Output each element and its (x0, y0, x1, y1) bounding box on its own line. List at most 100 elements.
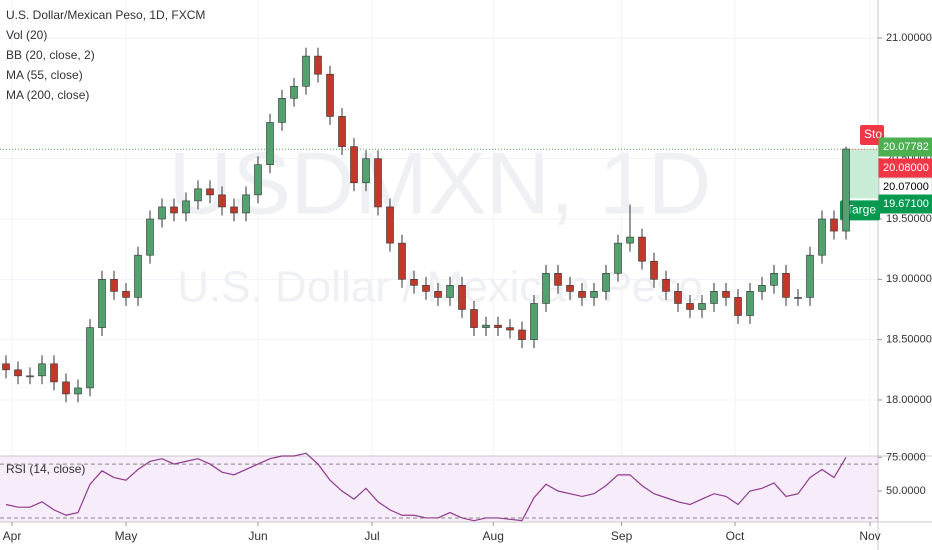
candle-body (806, 254, 814, 298)
candle-body (566, 285, 574, 292)
y-tick-label: 18.50000 (886, 334, 932, 346)
candle-body (386, 206, 394, 244)
price-label-box (878, 194, 932, 214)
price-label: 19.67100 (883, 198, 929, 210)
candle-body (758, 285, 766, 292)
candle-body (770, 272, 778, 286)
x-tick-label: Jun (248, 529, 267, 543)
candle-body (110, 279, 118, 292)
candle-body (470, 309, 478, 328)
candle-body (458, 285, 466, 310)
x-tick-label: Oct (726, 529, 745, 543)
candle-body (722, 291, 730, 298)
y-tick-label: 19.50000 (886, 213, 932, 225)
candle-body (74, 387, 82, 395)
stop-label-box (860, 125, 884, 146)
candle-body (242, 194, 250, 214)
candle-body (134, 254, 142, 298)
target-label: Targe (846, 203, 876, 217)
stop-label: Sto (864, 127, 882, 141)
candle-body (746, 291, 754, 316)
candle-body (170, 206, 178, 214)
candle-body (578, 291, 586, 298)
candle-body (326, 73, 334, 117)
candle-body (638, 236, 646, 262)
rsi-line (5, 452, 847, 522)
candle-body (614, 242, 622, 274)
x-tick-label: Apr (3, 529, 22, 543)
candle-body (362, 158, 370, 184)
candle-body (254, 164, 262, 196)
candle-body (2, 363, 10, 371)
candle-body (410, 279, 418, 286)
candle-body (554, 272, 562, 286)
candle-body (482, 324, 490, 328)
rsi-label: RSI (14, close) (6, 462, 85, 476)
candle-body (530, 303, 538, 340)
candle-body (446, 285, 454, 298)
y-tick-label: 18.00000 (886, 394, 932, 406)
candle-body (158, 206, 166, 220)
x-tick-label: Aug (483, 529, 504, 543)
candle-body (278, 98, 286, 123)
candle-body (650, 260, 658, 280)
candle-body (422, 285, 430, 292)
candle-body (518, 329, 526, 340)
price-label: 20.08000 (883, 162, 929, 174)
candle-body (194, 188, 202, 202)
study-label: Vol (20) (6, 28, 47, 42)
candle-body (794, 297, 802, 299)
candle-body (290, 85, 298, 99)
candle-body (206, 188, 214, 196)
target-zone (845, 150, 878, 199)
candle-body (686, 303, 694, 310)
price-label: 20.07000 (883, 181, 929, 193)
candle-body (542, 272, 550, 304)
candle-body (350, 146, 358, 184)
rsi-tick-label: 75.0000 (886, 451, 926, 463)
candle-body (302, 55, 310, 87)
price-label: 20.07782 (883, 141, 929, 153)
candle-body (314, 55, 322, 75)
symbol-title: U.S. Dollar/Mexican Peso, 1D, FXCM (6, 8, 205, 22)
study-label: MA (55, close) (6, 68, 83, 82)
candle-body (626, 236, 634, 244)
candle-body (218, 194, 226, 208)
x-tick-label: Sep (611, 529, 633, 543)
x-tick-label: May (115, 529, 138, 543)
candle-body (398, 242, 406, 280)
candle-body (818, 218, 826, 256)
candle-body (146, 218, 154, 256)
candle-body (434, 291, 442, 298)
candle-body (266, 122, 274, 165)
candle-body (710, 291, 718, 304)
study-label: MA (200, close) (6, 88, 89, 102)
candle-body (98, 279, 106, 328)
price-label-box (878, 158, 932, 178)
y-tick-label: 21.00000 (886, 32, 932, 44)
candle-body (662, 279, 670, 292)
candle-body (698, 303, 706, 310)
candle-body (182, 200, 190, 214)
candle-body (86, 327, 94, 389)
candle-body (842, 148, 850, 232)
candle-body (506, 327, 514, 331)
candle-body (374, 158, 382, 208)
candle-body (734, 297, 742, 316)
candle-body (602, 272, 610, 292)
candle-body (830, 218, 838, 232)
candle-body (338, 116, 346, 147)
candle-body (62, 381, 70, 395)
price-label-box (878, 137, 932, 157)
candle-body (494, 324, 502, 328)
x-tick-label: Nov (859, 529, 880, 543)
candle-body (122, 291, 130, 298)
rsi-tick-label: 50.0000 (886, 485, 926, 497)
rsi-panel (0, 456, 878, 522)
candle-body (590, 291, 598, 298)
y-tick-label: 19.00000 (886, 273, 932, 285)
candle-body (782, 272, 790, 298)
candle-body (50, 363, 58, 383)
